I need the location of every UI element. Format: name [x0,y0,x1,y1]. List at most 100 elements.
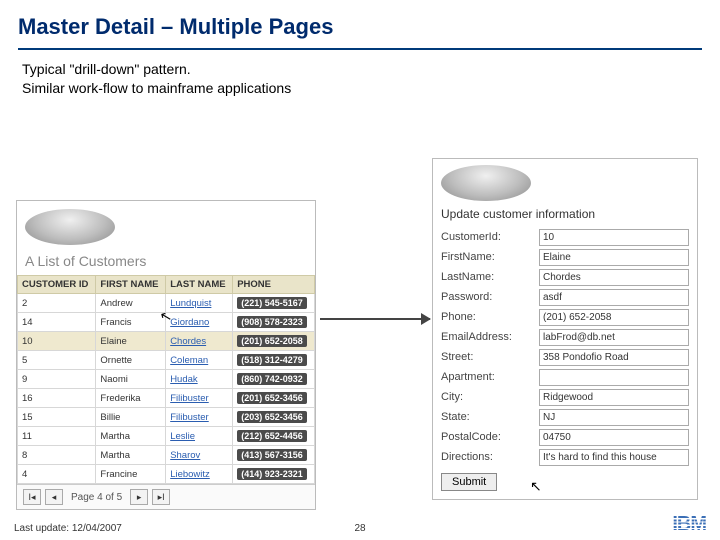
table-row[interactable]: 15BillieFilibuster(203) 652-3456 [18,408,315,427]
label-street: Street: [441,351,533,363]
cell-first: Martha [96,427,166,446]
field-lastname: LastName: [433,267,697,287]
field-state: State: [433,407,697,427]
cell-phone: (201) 652-3456 [233,389,315,408]
detail-heading: Update customer information [433,205,697,227]
field-phone: Phone: [433,307,697,327]
cell-last[interactable]: Leslie [166,427,233,446]
col-phone[interactable]: PHONE [233,276,315,294]
cell-last[interactable]: Liebowitz [166,465,233,484]
input-state[interactable] [539,409,689,426]
label-emailaddress: EmailAddress: [441,331,533,343]
cell-first: Frederika [96,389,166,408]
last-name-link: Hudak [170,374,197,385]
pager-first[interactable]: I◂ [23,489,41,505]
ibm-logo: IBM [672,513,706,536]
cell-id: 14 [18,313,96,332]
input-city[interactable] [539,389,689,406]
cell-first: Elaine [96,332,166,351]
field-postalcode: PostalCode: [433,427,697,447]
field-street: Street: [433,347,697,367]
input-street[interactable] [539,349,689,366]
input-apartment[interactable] [539,369,689,386]
col-first-name[interactable]: FIRST NAME [96,276,166,294]
cell-last[interactable]: Coleman [166,351,233,370]
input-firstname[interactable] [539,249,689,266]
input-emailaddress[interactable] [539,329,689,346]
cell-last[interactable]: Chordes [166,332,233,351]
footer: Last update: 12/04/2007 28 IBM [0,516,720,540]
page-number: 28 [354,523,365,534]
cell-phone: (201) 652-2058 [233,332,315,351]
cell-last[interactable]: Sharov [166,446,233,465]
cell-first: Andrew [96,294,166,313]
cell-phone: (212) 652-4456 [233,427,315,446]
customer-detail-panel: Update customer information CustomerId: F… [432,158,698,500]
label-state: State: [441,411,533,423]
label-lastname: LastName: [441,271,533,283]
cell-phone: (860) 742-0932 [233,370,315,389]
label-phone: Phone: [441,311,533,323]
cell-first: Naomi [96,370,166,389]
table-header-row: CUSTOMER ID FIRST NAME LAST NAME PHONE [18,276,315,294]
field-apartment: Apartment: [433,367,697,387]
last-name-link: Lundquist [170,298,211,309]
table-row[interactable]: 5OrnetteColeman(518) 312-4279 [18,351,315,370]
table-row[interactable]: 16FrederikaFilibuster(201) 652-3456 [18,389,315,408]
field-emailaddress: EmailAddress: [433,327,697,347]
last-name-link: Chordes [170,336,206,347]
drill-down-arrow [320,318,430,320]
input-password[interactable] [539,289,689,306]
pager-prev[interactable]: ◂ [45,489,63,505]
last-name-link: Leslie [170,431,195,442]
cell-last[interactable]: Lundquist [166,294,233,313]
label-customerid: CustomerId: [441,231,533,243]
label-firstname: FirstName: [441,251,533,263]
cell-phone: (221) 545-5167 [233,294,315,313]
cell-first: Francine [96,465,166,484]
input-customerid[interactable] [539,229,689,246]
cell-phone: (203) 652-3456 [233,408,315,427]
last-name-link: Filibuster [170,412,209,423]
stage: A List of Customers CUSTOMER ID FIRST NA… [0,150,720,490]
col-customer-id[interactable]: CUSTOMER ID [18,276,96,294]
cell-id: 11 [18,427,96,446]
table-row[interactable]: 10Elaine Chordes (201) 652-2058 [18,332,315,351]
field-customerid: CustomerId: [433,227,697,247]
input-directions[interactable] [539,449,689,466]
cell-last[interactable]: Hudak [166,370,233,389]
last-name-link: Coleman [170,355,208,366]
input-lastname[interactable] [539,269,689,286]
table-row[interactable]: 4FrancineLiebowitz(414) 923-2321 [18,465,315,484]
table-row[interactable]: 11Martha Leslie (212) 652-4456 [18,427,315,446]
col-last-name[interactable]: LAST NAME [166,276,233,294]
last-name-link: Liebowitz [170,469,210,480]
cell-phone: (518) 312-4279 [233,351,315,370]
last-update: Last update: 12/04/2007 [14,523,122,534]
field-directions: Directions: [433,447,697,467]
field-password: Password: [433,287,697,307]
cell-last[interactable]: Filibuster [166,389,233,408]
table-row[interactable]: 9NaomiHudak(860) 742-0932 [18,370,315,389]
customer-list-panel: A List of Customers CUSTOMER ID FIRST NA… [16,200,316,510]
input-postalcode[interactable] [539,429,689,446]
pager-last[interactable]: ▸I [152,489,170,505]
label-directions: Directions: [441,451,533,463]
cell-last[interactable]: Filibuster [166,408,233,427]
cell-last[interactable]: Giordano [166,313,233,332]
last-name-link: Giordano [170,317,209,328]
cell-id: 5 [18,351,96,370]
pager-text: Page 4 of 5 [67,492,126,503]
cell-first: Billie [96,408,166,427]
input-phone[interactable] [539,309,689,326]
label-apartment: Apartment: [441,371,533,383]
pager-next[interactable]: ▸ [130,489,148,505]
customer-table: CUSTOMER ID FIRST NAME LAST NAME PHONE 2… [17,275,315,484]
pager: I◂ ◂ Page 4 of 5 ▸ ▸I [17,484,315,509]
logo-icon [25,209,115,245]
table-row[interactable]: 8MarthaSharov(413) 567-3156 [18,446,315,465]
submit-button[interactable]: Submit [441,473,497,491]
cell-first: Martha [96,446,166,465]
cell-id: 4 [18,465,96,484]
cell-id: 10 [18,332,96,351]
